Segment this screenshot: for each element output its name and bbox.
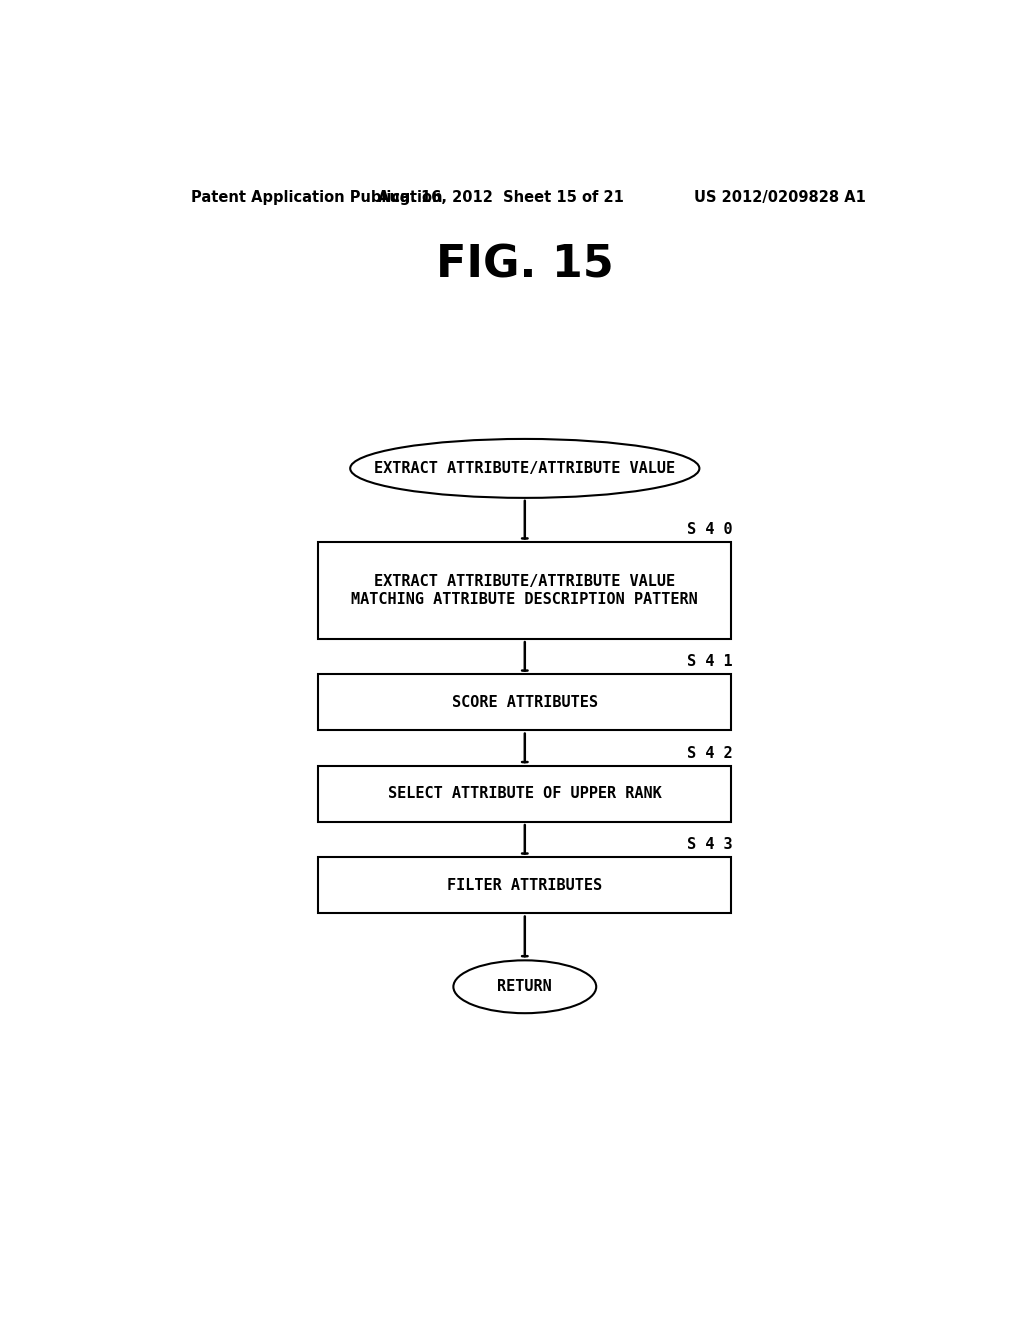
Text: EXTRACT ATTRIBUTE/ATTRIBUTE VALUE
MATCHING ATTRIBUTE DESCRIPTION PATTERN: EXTRACT ATTRIBUTE/ATTRIBUTE VALUE MATCHI… <box>351 574 698 607</box>
Text: SELECT ATTRIBUTE OF UPPER RANK: SELECT ATTRIBUTE OF UPPER RANK <box>388 787 662 801</box>
Text: S 4 3: S 4 3 <box>687 837 733 853</box>
Text: FIG. 15: FIG. 15 <box>436 244 613 286</box>
Text: EXTRACT ATTRIBUTE/ATTRIBUTE VALUE: EXTRACT ATTRIBUTE/ATTRIBUTE VALUE <box>374 461 676 477</box>
Text: SCORE ATTRIBUTES: SCORE ATTRIBUTES <box>452 694 598 710</box>
FancyBboxPatch shape <box>318 766 731 821</box>
FancyBboxPatch shape <box>318 857 731 913</box>
Text: RETURN: RETURN <box>498 979 552 994</box>
Ellipse shape <box>350 440 699 498</box>
Text: Patent Application Publication: Patent Application Publication <box>191 190 443 205</box>
FancyBboxPatch shape <box>318 675 731 730</box>
FancyBboxPatch shape <box>318 543 731 639</box>
Text: S 4 2: S 4 2 <box>687 746 733 760</box>
Text: FILTER ATTRIBUTES: FILTER ATTRIBUTES <box>447 878 602 892</box>
Text: US 2012/0209828 A1: US 2012/0209828 A1 <box>694 190 866 205</box>
Text: S 4 1: S 4 1 <box>687 655 733 669</box>
Text: S 4 0: S 4 0 <box>687 521 733 537</box>
Text: Aug. 16, 2012  Sheet 15 of 21: Aug. 16, 2012 Sheet 15 of 21 <box>378 190 624 205</box>
Ellipse shape <box>454 961 596 1014</box>
